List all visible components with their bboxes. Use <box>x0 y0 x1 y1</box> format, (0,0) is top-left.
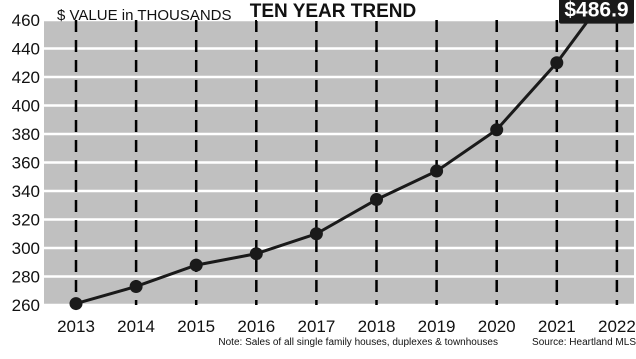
value-callout: $486.9 <box>564 0 628 22</box>
chart-title: TEN YEAR TREND <box>250 1 416 22</box>
series-line <box>75 0 606 306</box>
source-credit: Source: Heartland MLS <box>532 337 636 348</box>
data-point-2021 <box>550 56 564 70</box>
x-tick-label-2015: 2015 <box>177 317 215 336</box>
x-tick-label-2017: 2017 <box>297 317 335 336</box>
footnote: Note: Sales of all single family houses,… <box>218 337 498 348</box>
value-callout-background <box>559 0 634 24</box>
vertical-gridlines <box>74 20 619 305</box>
y-tick-label-380: 380 <box>12 125 40 144</box>
y-tick-label-320: 320 <box>12 211 40 230</box>
x-tick-label-2020: 2020 <box>478 317 516 336</box>
y-tick-labels: 260 280 300 320 340 360 380 400 420 440 460 <box>12 11 40 315</box>
y-tick-label-360: 360 <box>12 154 40 173</box>
y-tick-label-340: 340 <box>12 182 40 201</box>
data-point-2018 <box>370 193 383 207</box>
x-tick-label-2019: 2019 <box>418 317 456 336</box>
y-axis-label: $ VALUE in THOUSANDS <box>57 7 232 24</box>
y-tick-label-420: 420 <box>12 68 40 87</box>
x-tick-label-2016: 2016 <box>237 317 275 336</box>
data-point-2020 <box>490 123 504 137</box>
y-tick-label-260: 260 <box>12 296 40 315</box>
data-point-2016 <box>249 247 263 261</box>
data-point-2015 <box>189 258 203 272</box>
x-tick-label-2022: 2022 <box>598 317 636 336</box>
data-point-2017 <box>309 227 323 241</box>
x-tick-label-2013: 2013 <box>57 317 95 336</box>
y-tick-label-280: 280 <box>12 268 40 287</box>
title-background <box>257 0 410 21</box>
x-tick-label-2014: 2014 <box>117 317 155 336</box>
x-tick-label-2018: 2018 <box>358 317 396 336</box>
y-tick-label-400: 400 <box>12 97 40 116</box>
x-tick-label-2021: 2021 <box>538 317 576 336</box>
x-tick-labels: 2013 2014 2015 2016 2017 2018 2019 2020 2021 2022 <box>57 317 636 336</box>
y-tick-label-440: 440 <box>12 40 40 59</box>
y-tick-label-460: 460 <box>12 11 40 30</box>
data-point-2013 <box>69 297 83 311</box>
data-point-2019 <box>430 164 444 178</box>
data-point-2014 <box>129 279 143 293</box>
data-points <box>69 56 564 311</box>
y-tick-label-300: 300 <box>12 239 40 258</box>
